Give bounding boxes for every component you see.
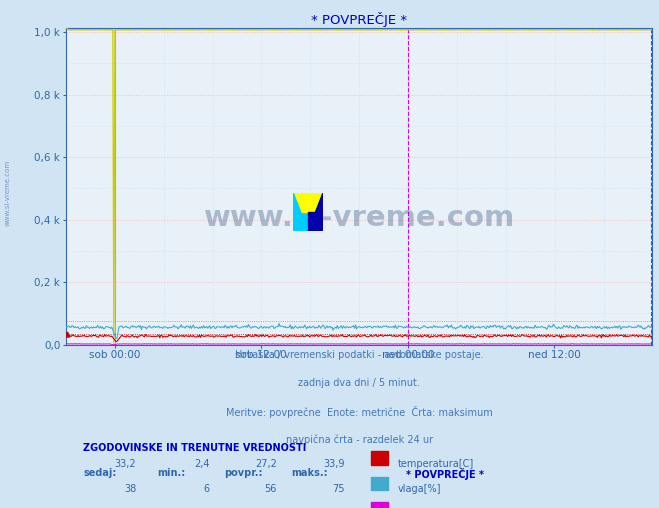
FancyBboxPatch shape (371, 502, 389, 508)
Text: www.si-vreme.com: www.si-vreme.com (204, 204, 515, 232)
Text: 75: 75 (332, 484, 345, 494)
Text: www.si-vreme.com: www.si-vreme.com (5, 160, 11, 226)
Text: 6: 6 (204, 484, 210, 494)
FancyBboxPatch shape (371, 452, 389, 465)
Polygon shape (293, 193, 323, 231)
Text: 2,4: 2,4 (194, 459, 210, 468)
Text: 33,9: 33,9 (323, 459, 345, 468)
Text: Hrvaška / vremenski podatki - avtomatske postaje.: Hrvaška / vremenski podatki - avtomatske… (235, 350, 484, 360)
Text: * POVPREČJE *: * POVPREČJE * (406, 468, 484, 480)
Text: vlaga[%]: vlaga[%] (397, 484, 441, 494)
Text: 33,2: 33,2 (115, 459, 136, 468)
Text: navpična črta - razdelek 24 ur: navpična črta - razdelek 24 ur (285, 435, 433, 446)
Text: Meritve: povprečne  Enote: metrične  Črta: maksimum: Meritve: povprečne Enote: metrične Črta:… (226, 406, 492, 419)
Bar (293, 193, 308, 212)
Bar (308, 212, 323, 231)
Polygon shape (308, 193, 323, 231)
FancyBboxPatch shape (371, 477, 389, 490)
Bar (293, 212, 308, 231)
Text: 56: 56 (265, 484, 277, 494)
Text: min.:: min.: (157, 468, 185, 478)
Text: 38: 38 (124, 484, 136, 494)
Text: temperatura[C]: temperatura[C] (397, 459, 474, 468)
Text: ZGODOVINSKE IN TRENUTNE VREDNOSTI: ZGODOVINSKE IN TRENUTNE VREDNOSTI (84, 443, 306, 453)
Text: sedaj:: sedaj: (84, 468, 117, 478)
Text: 27,2: 27,2 (255, 459, 277, 468)
Text: povpr.:: povpr.: (224, 468, 263, 478)
Bar (308, 212, 323, 231)
Text: zadnja dva dni / 5 minut.: zadnja dva dni / 5 minut. (299, 378, 420, 388)
Bar (293, 193, 308, 212)
Polygon shape (293, 193, 323, 231)
Text: maks.:: maks.: (292, 468, 328, 478)
Polygon shape (293, 193, 308, 231)
Title: * POVPREČJE *: * POVPREČJE * (311, 12, 407, 27)
